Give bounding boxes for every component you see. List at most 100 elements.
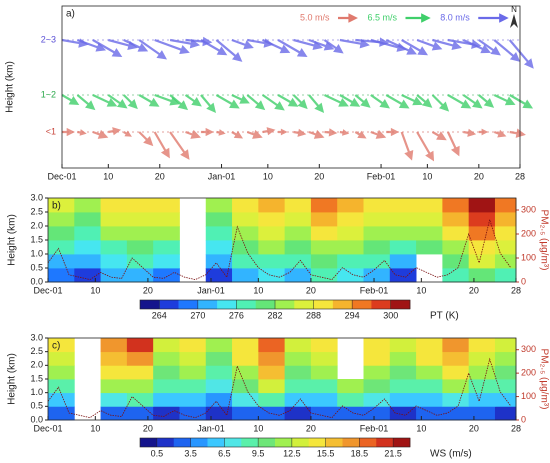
field-cell [468, 198, 496, 213]
wind-arrow [323, 39, 344, 54]
colorbar-swatch [393, 438, 411, 447]
field-cell [232, 226, 259, 241]
field-cell [153, 212, 180, 227]
field-cell [284, 212, 312, 227]
field-cell [205, 379, 233, 394]
field-cell [126, 351, 154, 366]
x-tick-label: 10 [253, 285, 263, 295]
level-label: 1~2 [41, 89, 56, 99]
field-cell [100, 268, 128, 283]
colorbar-swatch [207, 438, 225, 447]
wind-arrow [493, 129, 507, 138]
field-cell [100, 254, 128, 269]
field-cell [232, 268, 259, 283]
colorbar-swatch [342, 438, 360, 447]
wind-arrow [308, 129, 325, 139]
colorbar-tick-label: 264 [152, 310, 167, 320]
wind-arrow [123, 39, 149, 52]
field-cell [284, 338, 312, 353]
wind-arrow [246, 129, 263, 139]
legend-arrow [338, 13, 358, 23]
wind-arrow [138, 94, 160, 107]
colorbar-swatch [308, 438, 326, 447]
field-cell [442, 392, 470, 407]
x-tick-label: Dec-01 [33, 423, 62, 433]
field-cell [232, 198, 259, 213]
x-tick-label: 10 [253, 423, 263, 433]
colorbar-swatch [332, 300, 353, 309]
plot-frame [47, 337, 517, 421]
x-tick-label: 10 [422, 171, 432, 181]
colorbar-swatch [294, 300, 314, 309]
wind-arrow [277, 39, 308, 57]
x-tick-label: 28 [511, 423, 521, 433]
colorbar-swatch [236, 300, 257, 309]
field-cell [48, 254, 75, 269]
field-cell [310, 212, 338, 227]
field-cell [258, 212, 286, 227]
field-cell [468, 254, 496, 269]
wind-arrow [154, 93, 180, 106]
y-tick-label: 3.0 [30, 332, 43, 342]
wind-arrow [200, 94, 217, 113]
field-cell [48, 338, 75, 353]
field-cell [100, 226, 128, 241]
y2-tick-label: 300 [521, 204, 536, 214]
field-cell [74, 198, 101, 213]
field-cell [232, 406, 259, 421]
field-cell [205, 392, 233, 407]
field-cell [310, 379, 338, 394]
wind-arrow [77, 129, 87, 136]
field-cell [100, 240, 128, 255]
wind-arrow [416, 94, 433, 108]
field-cell [284, 365, 312, 380]
wind-arrow [169, 131, 190, 160]
level-label: <1 [46, 126, 56, 136]
wind-arrow [107, 94, 128, 109]
field-cell [363, 392, 391, 407]
colorbar-swatch [390, 300, 411, 309]
field-cell [468, 379, 496, 394]
y-tick-label: 1.0 [30, 387, 43, 397]
pm-line [47, 357, 512, 419]
colorbar-swatch [178, 300, 199, 309]
field-cell [310, 351, 338, 366]
wind-arrow [385, 94, 410, 109]
field-cell [310, 226, 338, 241]
wind-arrow [92, 39, 123, 57]
wind-arrow [478, 39, 501, 56]
x-tick-label: Feb-01 [360, 423, 389, 433]
wind-arrow [478, 128, 489, 136]
panel-label: c) [52, 341, 60, 352]
colorbar-swatch [241, 438, 259, 447]
colorbar-swatch [352, 300, 372, 309]
field-cell [153, 351, 180, 366]
field-cell [153, 226, 180, 241]
colorbar-swatch [275, 300, 295, 309]
plot-frame [61, 5, 521, 169]
x-tick-label: 20 [474, 171, 484, 181]
colorbar-swatch [359, 438, 377, 447]
colorbar-tick-label: 294 [345, 310, 360, 320]
colorbar-tick-label: 18.5 [351, 448, 369, 458]
field-cell [258, 338, 286, 353]
colorbar-swatch [197, 300, 218, 309]
field-cell [337, 406, 364, 421]
y2-tick-label: 0 [521, 414, 526, 424]
colorbar-swatch [291, 438, 310, 447]
colorbar-swatch [140, 438, 158, 447]
field-cell [232, 212, 259, 227]
field-cell [205, 254, 233, 269]
colorbar-tick-label: 9.5 [252, 448, 265, 458]
wind-arrow [231, 38, 254, 50]
field-cell [205, 198, 233, 213]
wind-arrow [62, 127, 75, 137]
field-cell [468, 338, 496, 353]
field-cell [153, 379, 180, 394]
field-cell [310, 268, 338, 283]
field-cell [389, 254, 417, 269]
colorbar-title: PT (K) [430, 311, 459, 322]
field-cell [416, 351, 443, 366]
field-cell [494, 392, 517, 407]
wind-arrow [153, 131, 170, 159]
